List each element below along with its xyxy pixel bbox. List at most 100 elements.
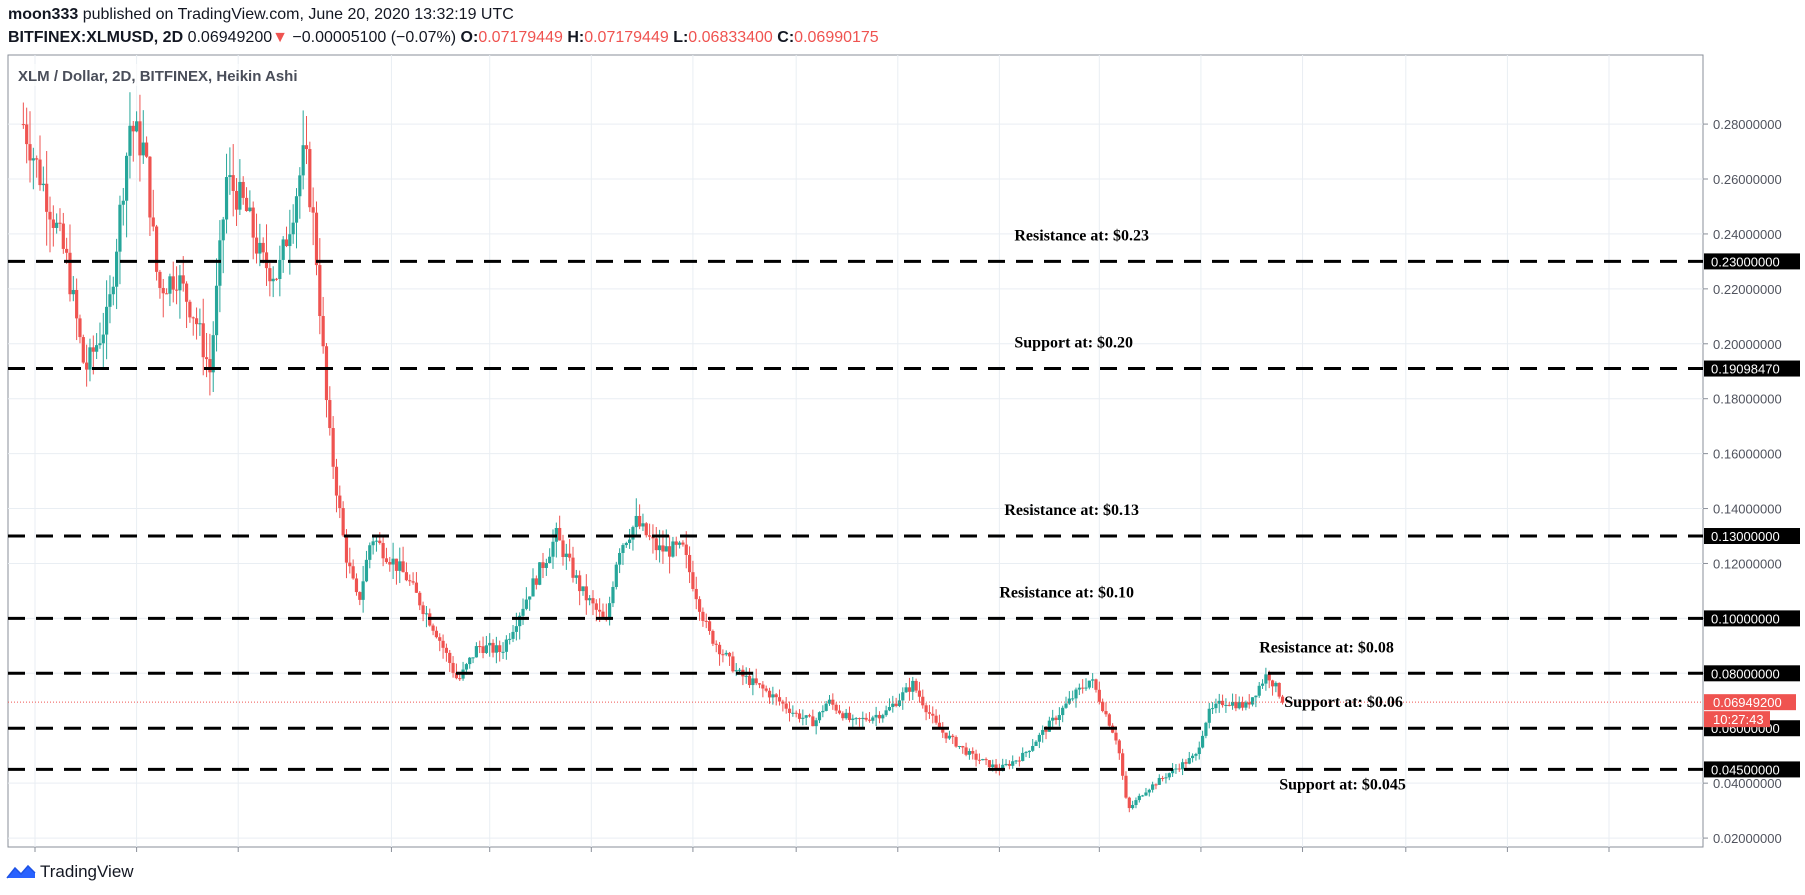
candle-down	[1101, 701, 1105, 712]
current-price-tag-label: 0.06949200	[1713, 695, 1782, 710]
candle-up	[881, 715, 885, 719]
level-price-tag-label: 0.23000000	[1711, 254, 1780, 269]
candle-down	[328, 400, 332, 429]
candle-down	[81, 337, 85, 363]
candle-up	[108, 294, 112, 307]
candle-down	[857, 718, 862, 720]
candle-down	[561, 540, 565, 557]
candle-down	[1081, 687, 1085, 689]
candle-up	[508, 638, 512, 640]
candle-up	[574, 575, 578, 578]
candle-up	[1217, 700, 1221, 704]
down-arrow-icon: ▼	[272, 29, 288, 46]
candle-up	[1167, 773, 1171, 778]
level-price-tag	[1704, 665, 1800, 682]
brand-name[interactable]: TradingView	[40, 862, 134, 881]
candle-up	[1157, 777, 1161, 785]
candle-down	[438, 637, 442, 641]
candle-down	[961, 746, 965, 748]
candle-down	[498, 645, 502, 652]
candle-up	[1194, 754, 1198, 756]
candle-down	[354, 578, 359, 593]
candle-down	[148, 156, 152, 218]
candle-up	[118, 204, 122, 252]
candle-down	[414, 582, 419, 593]
author-name[interactable]: moon333	[8, 6, 79, 23]
candle-up	[1041, 729, 1045, 735]
candle-up	[371, 541, 375, 546]
candle-up	[271, 278, 275, 282]
series-title: XLM / Dollar, 2D, BITFINEX, Heikin Ashi	[18, 68, 298, 85]
y-tick-label: 0.26000000	[1713, 172, 1782, 187]
candle-down	[1124, 775, 1128, 798]
candle-up	[817, 712, 822, 721]
candle-down	[727, 652, 732, 657]
candle-down	[254, 237, 259, 254]
candle-up	[198, 323, 202, 325]
candle-down	[1127, 797, 1131, 809]
candle-up	[288, 234, 292, 247]
candle-down	[171, 276, 175, 290]
candle-up	[1131, 804, 1135, 809]
candle-up	[1210, 708, 1215, 710]
candle-down	[1177, 768, 1181, 770]
candle-down	[917, 690, 922, 697]
candle-down	[338, 495, 342, 509]
candle-up	[1024, 752, 1028, 754]
candle-up	[214, 285, 219, 336]
candle-up	[608, 603, 612, 621]
candle-down	[411, 581, 415, 583]
candle-down	[681, 542, 685, 545]
candle-up	[258, 242, 262, 254]
plot-area[interactable]	[7, 54, 1704, 848]
candle-up	[904, 687, 908, 693]
candle-down	[311, 207, 315, 213]
candle-down	[558, 527, 562, 541]
candle-up	[531, 578, 535, 597]
candle-down	[648, 535, 652, 537]
candle-down	[1117, 740, 1121, 754]
candle-up	[1207, 708, 1211, 723]
level-price-tag	[1704, 761, 1800, 778]
candle-up	[228, 175, 232, 178]
candle-up	[168, 276, 172, 294]
tradingview-logo-icon[interactable]	[6, 864, 36, 880]
candle-down	[51, 219, 55, 228]
candle-up	[128, 125, 132, 156]
level-price-tag	[1704, 360, 1800, 377]
candle-up	[1181, 762, 1185, 770]
candle-down	[571, 557, 575, 578]
candle-up	[544, 563, 548, 568]
candle-down	[421, 605, 425, 615]
y-tick-label: 0.18000000	[1713, 392, 1782, 407]
candle-up	[521, 608, 525, 616]
candle-down	[924, 705, 928, 713]
candle-up	[1254, 695, 1258, 698]
candle-down	[691, 572, 695, 589]
candle-down	[747, 675, 752, 686]
candle-down	[867, 719, 872, 721]
candle-up	[1164, 777, 1168, 779]
price-change: −0.00005100 (−0.07%)	[292, 29, 457, 46]
candle-up	[641, 523, 645, 527]
candle-up	[298, 175, 302, 197]
candle-down	[388, 562, 392, 565]
candle-down	[807, 715, 812, 717]
candle-down	[48, 211, 52, 220]
candle-down	[321, 316, 325, 347]
y-tick-label: 0.04000000	[1713, 776, 1782, 791]
candle-up	[624, 543, 628, 546]
candle-up	[1174, 768, 1178, 770]
candle-up	[518, 615, 522, 627]
candle-down	[131, 125, 135, 132]
candle-down	[1097, 689, 1101, 702]
candle-down	[21, 124, 25, 126]
price-chart[interactable]: 0.28000000 0.26000000 0.24000000 0.22000000…	[0, 0, 1805, 855]
candle-up	[827, 699, 832, 704]
candle-up	[471, 657, 475, 659]
candle-down	[684, 544, 688, 555]
candle-down	[977, 759, 981, 761]
candle-up	[1064, 703, 1068, 708]
candle-up	[737, 669, 742, 671]
candle-up	[1137, 795, 1141, 801]
